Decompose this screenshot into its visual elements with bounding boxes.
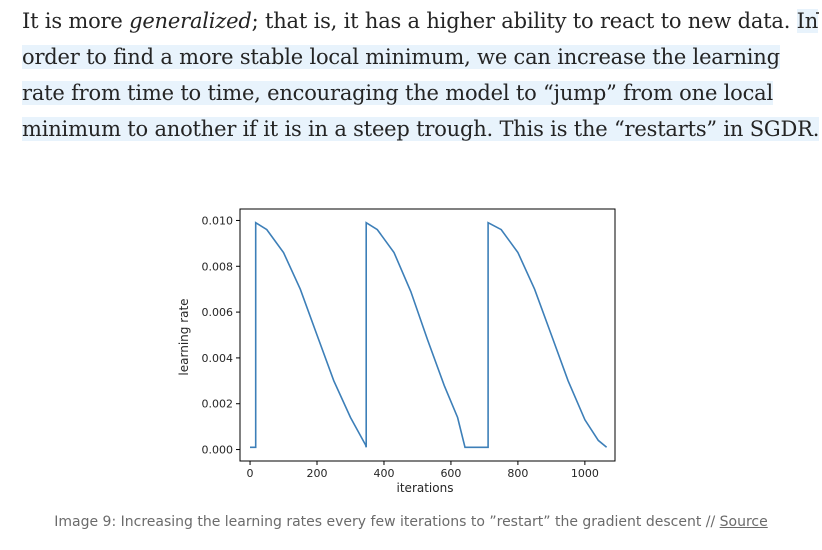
x-tick-label: 600 xyxy=(440,467,461,480)
y-tick-label: 0.008 xyxy=(202,260,234,273)
x-tick-label: 400 xyxy=(373,467,394,480)
y-tick: 0.010 xyxy=(202,214,240,227)
y-axis-label: learning rate xyxy=(177,298,191,375)
y-tick: 0.006 xyxy=(202,306,240,319)
article-line: It is more generalized; that is, it has … xyxy=(22,3,818,39)
x-tick: 800 xyxy=(507,461,528,480)
highlighted-text: rate from time to time, encouraging the … xyxy=(22,81,774,105)
y-tick: 0.004 xyxy=(202,352,240,365)
caption-text: Image 9: Increasing the learning rates e… xyxy=(54,514,720,530)
article-paragraph: It is more generalized; that is, it has … xyxy=(22,3,819,147)
x-tick-label: 1000 xyxy=(571,467,599,480)
x-tick: 0 xyxy=(247,461,254,480)
highlighted-text: order to find a more stable local minimu… xyxy=(22,45,780,69)
emphasized-text: generalized xyxy=(129,9,252,33)
article-line: order to find a more stable local minimu… xyxy=(22,39,812,75)
text-segment: ; that is, it has a higher ability to re… xyxy=(251,9,797,33)
highlighted-text: minimum to another if it is in a steep t… xyxy=(22,117,820,141)
series-line xyxy=(250,221,608,449)
x-tick-label: 200 xyxy=(307,467,328,480)
scroll-indicator xyxy=(816,12,819,14)
y-tick-label: 0.002 xyxy=(202,398,234,411)
highlighted-text: In xyxy=(796,9,819,33)
text-segment: It is more xyxy=(22,9,130,33)
y-tick-label: 0.010 xyxy=(202,214,234,227)
y-tick-label: 0.006 xyxy=(202,306,234,319)
plot-area-frame xyxy=(239,208,616,462)
x-tick: 600 xyxy=(440,461,461,480)
article-line: minimum to another if it is in a steep t… xyxy=(22,111,819,147)
article-line: rate from time to time, encouraging the … xyxy=(22,75,812,111)
y-tick: 0.008 xyxy=(202,260,240,273)
x-axis-label: iterations xyxy=(397,481,454,495)
y-tick-label: 0.004 xyxy=(202,352,234,365)
figure-caption: Image 9: Increasing the learning rates e… xyxy=(0,514,822,530)
y-tick: 0.000 xyxy=(202,444,240,457)
source-link[interactable]: Source xyxy=(719,514,768,530)
y-tick-label: 0.000 xyxy=(202,444,234,457)
x-tick: 400 xyxy=(373,461,394,480)
x-tick: 200 xyxy=(307,461,328,480)
x-tick: 1000 xyxy=(571,461,599,480)
y-tick: 0.002 xyxy=(202,398,240,411)
x-tick-label: 800 xyxy=(507,467,528,480)
x-tick-label: 0 xyxy=(247,467,254,480)
